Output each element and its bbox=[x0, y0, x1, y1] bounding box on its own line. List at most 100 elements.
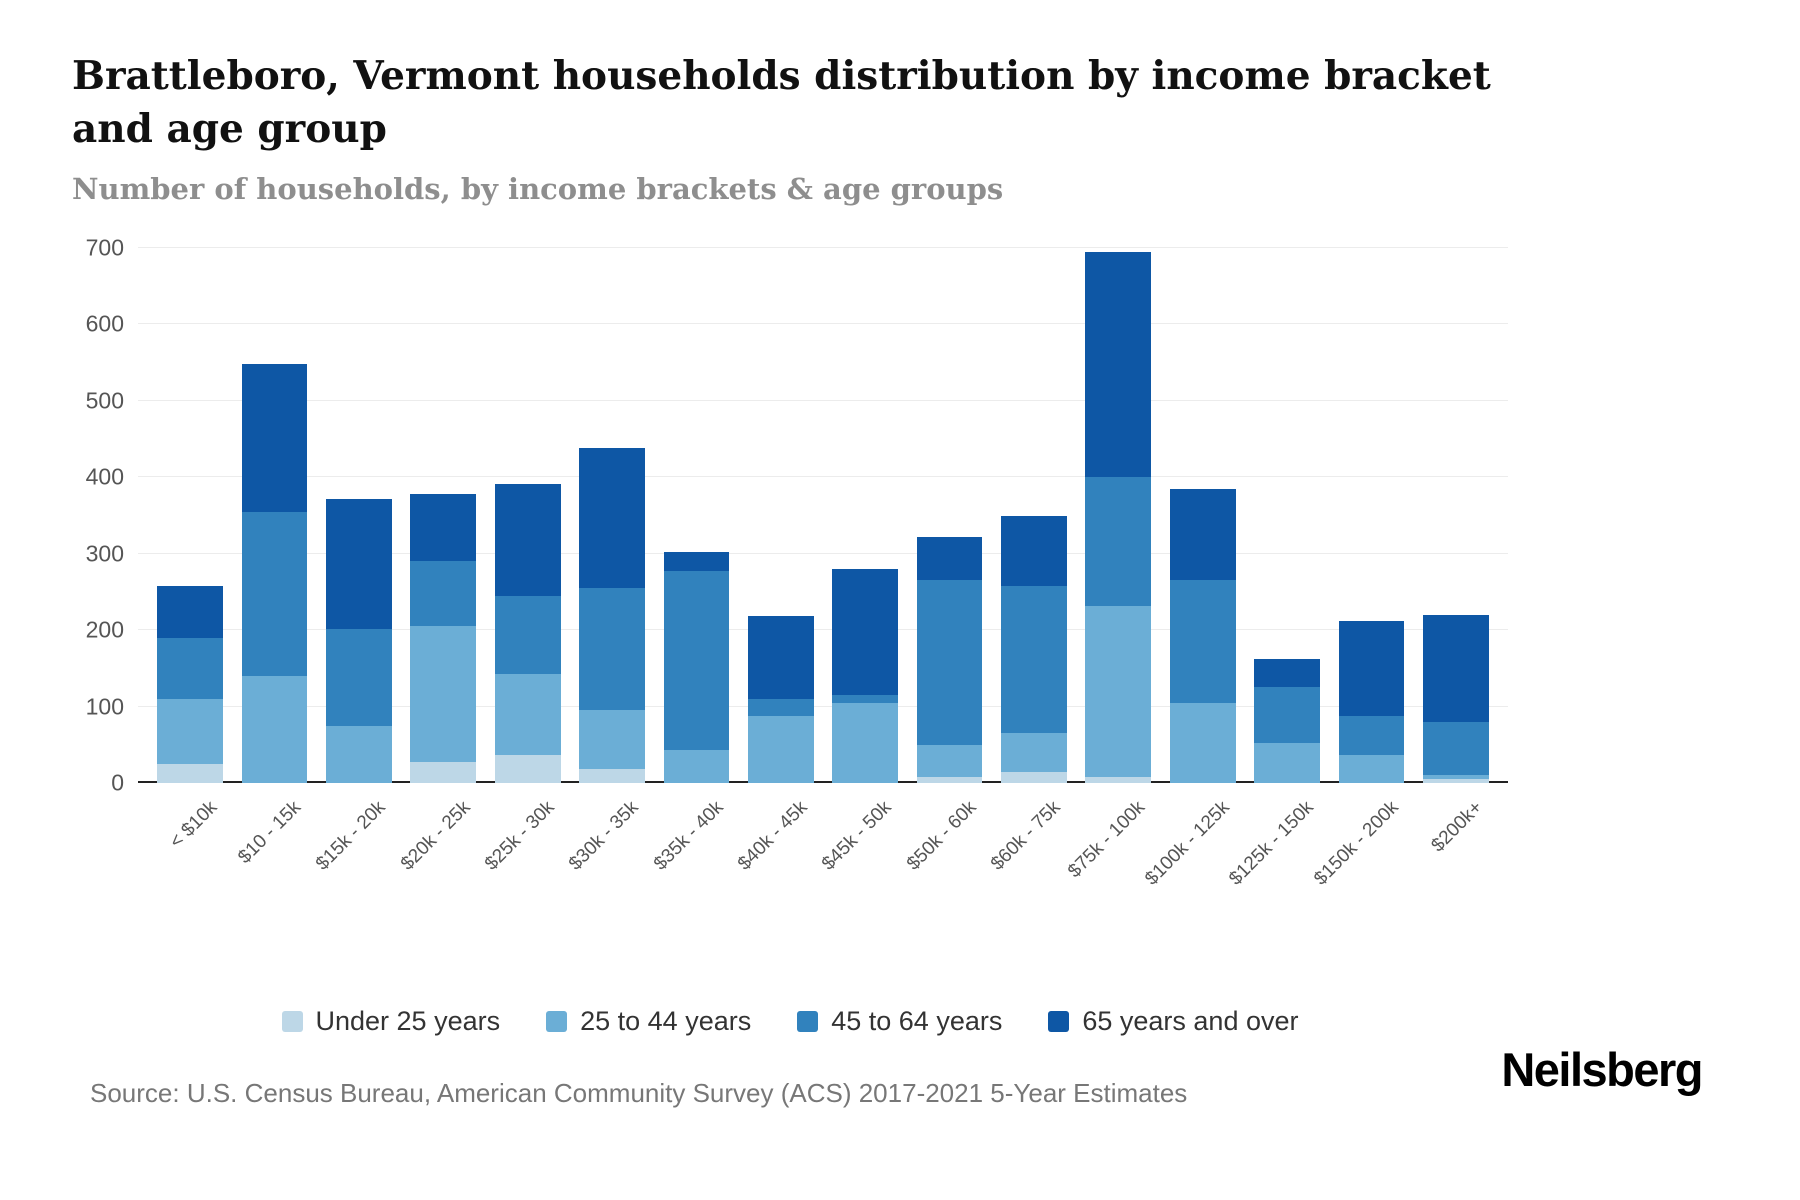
bar-segment[interactable] bbox=[579, 448, 645, 589]
bar-segment[interactable] bbox=[747, 616, 814, 699]
bar-segment[interactable] bbox=[1169, 488, 1236, 581]
legend-swatch-icon bbox=[797, 1011, 819, 1032]
bar-slot: $150k - 200k bbox=[1310, 248, 1413, 890]
bar-stack[interactable] bbox=[494, 484, 561, 783]
bar-segment[interactable] bbox=[157, 585, 224, 638]
legend-label: Under 25 years bbox=[315, 1006, 501, 1036]
bar-segment[interactable] bbox=[1338, 715, 1405, 755]
x-axis-tick-label: $20k - 25k bbox=[396, 797, 475, 875]
bar-segment[interactable] bbox=[1422, 721, 1489, 776]
bar-segment[interactable] bbox=[916, 536, 983, 581]
bar-stack[interactable] bbox=[747, 616, 814, 783]
legend-label: 65 years and over bbox=[1082, 1006, 1299, 1036]
bar-segment[interactable] bbox=[916, 776, 983, 783]
bar-segment[interactable] bbox=[1338, 621, 1405, 716]
bar-stack[interactable] bbox=[1169, 488, 1236, 783]
legend-swatch-icon bbox=[546, 1011, 568, 1032]
bar-segment[interactable] bbox=[832, 695, 899, 703]
bar-stack[interactable] bbox=[1422, 614, 1489, 783]
legend-label: 45 to 64 years bbox=[831, 1006, 1003, 1036]
bar-stack[interactable] bbox=[326, 499, 392, 783]
bar-segment[interactable] bbox=[1001, 733, 1067, 772]
bar-segment[interactable] bbox=[832, 702, 899, 783]
bar-segment[interactable] bbox=[494, 595, 561, 675]
x-axis-tick-label: $150k - 200k bbox=[1309, 797, 1403, 890]
bar-segment[interactable] bbox=[410, 626, 477, 762]
bar-segment[interactable] bbox=[494, 674, 561, 755]
bar-segment[interactable] bbox=[1422, 775, 1489, 780]
bar-segment[interactable] bbox=[916, 744, 983, 777]
bar-segment[interactable] bbox=[832, 569, 899, 696]
bar-segment[interactable] bbox=[494, 754, 561, 783]
bar-segment[interactable] bbox=[1422, 779, 1489, 783]
bar-segment[interactable] bbox=[1422, 614, 1489, 722]
bar-stack[interactable] bbox=[410, 494, 477, 783]
bar-stack[interactable] bbox=[1254, 659, 1320, 783]
bar-stack[interactable] bbox=[916, 536, 983, 783]
bar-stack[interactable] bbox=[663, 552, 730, 783]
gridline bbox=[138, 247, 1508, 248]
bar-stack[interactable] bbox=[157, 585, 224, 783]
bar-stack[interactable] bbox=[1085, 251, 1152, 783]
bar-segment[interactable] bbox=[1254, 687, 1320, 744]
bar-segment[interactable] bbox=[157, 698, 224, 764]
bar-segment[interactable] bbox=[579, 588, 645, 711]
bar-slot: $20k - 25k bbox=[397, 248, 485, 875]
bar-segment[interactable] bbox=[579, 769, 645, 783]
bar-segment[interactable] bbox=[1169, 702, 1236, 783]
bar-segment[interactable] bbox=[410, 561, 477, 627]
bar-segment[interactable] bbox=[1085, 477, 1152, 606]
legend-item[interactable]: Under 25 years bbox=[281, 1006, 501, 1037]
x-axis-tick-label: $40k - 45k bbox=[734, 797, 812, 875]
bar-segment[interactable] bbox=[410, 494, 477, 562]
bar-segment[interactable] bbox=[241, 511, 308, 676]
bar-segment[interactable] bbox=[410, 761, 477, 783]
bar-segment[interactable] bbox=[916, 580, 983, 745]
bar-segment[interactable] bbox=[1001, 515, 1067, 586]
legend-item[interactable]: 65 years and over bbox=[1048, 1006, 1299, 1037]
bar-segment[interactable] bbox=[663, 750, 730, 783]
bar-segment[interactable] bbox=[663, 552, 730, 571]
neilsberg-logo[interactable]: Neilsberg bbox=[1501, 1043, 1703, 1096]
y-axis-tick-label: 500 bbox=[85, 387, 124, 414]
x-axis-tick-label: $15k - 20k bbox=[312, 797, 390, 875]
bar-segment[interactable] bbox=[1085, 776, 1152, 783]
bar-segment[interactable] bbox=[1085, 251, 1152, 478]
bar-segment[interactable] bbox=[494, 484, 561, 596]
bar-segment[interactable] bbox=[1085, 605, 1152, 777]
bar-segment[interactable] bbox=[663, 570, 730, 751]
page-title: Brattleboro, Vermont households distribu… bbox=[72, 53, 1491, 152]
bar-slot: $30k - 35k bbox=[565, 248, 654, 875]
bar-segment[interactable] bbox=[1338, 754, 1405, 783]
bar-stack[interactable] bbox=[579, 448, 645, 783]
bar-segment[interactable] bbox=[326, 725, 392, 783]
legend-item[interactable]: 25 to 44 years bbox=[546, 1006, 751, 1037]
bar-slot: $50k - 60k bbox=[903, 248, 991, 875]
gridline bbox=[138, 552, 1508, 554]
bar-segment[interactable] bbox=[747, 698, 814, 716]
bar-stack[interactable] bbox=[832, 569, 899, 783]
bar-segment[interactable] bbox=[1254, 659, 1320, 688]
bar-segment[interactable] bbox=[326, 499, 392, 629]
x-axis-tick-label: $200k+ bbox=[1427, 797, 1487, 857]
bar-stack[interactable] bbox=[241, 364, 308, 783]
bar-segment[interactable] bbox=[579, 710, 645, 770]
bar-segment[interactable] bbox=[157, 763, 224, 783]
chart-legend: Under 25 years 25 to 44 years 45 to 64 yea… bbox=[72, 1006, 1508, 1037]
bar-slot: $25k - 30k bbox=[481, 248, 570, 875]
bar-segment[interactable] bbox=[326, 628, 392, 726]
bar-segment[interactable] bbox=[1001, 771, 1067, 783]
bar-segment[interactable] bbox=[1169, 580, 1236, 703]
bar-segment[interactable] bbox=[1254, 743, 1320, 783]
x-axis-tick-label: $50k - 60k bbox=[902, 797, 981, 875]
bar-segment[interactable] bbox=[747, 715, 814, 783]
legend-item[interactable]: 45 to 64 years bbox=[797, 1006, 1002, 1037]
bar-stack[interactable] bbox=[1001, 515, 1067, 783]
y-axis-tick-label: 0 bbox=[111, 769, 124, 796]
x-axis-tick-label: $60k - 75k bbox=[987, 797, 1065, 875]
bar-segment[interactable] bbox=[241, 676, 308, 783]
bar-segment[interactable] bbox=[157, 637, 224, 699]
bar-segment[interactable] bbox=[241, 364, 308, 512]
bar-stack[interactable] bbox=[1338, 621, 1405, 783]
bar-segment[interactable] bbox=[1001, 585, 1067, 734]
